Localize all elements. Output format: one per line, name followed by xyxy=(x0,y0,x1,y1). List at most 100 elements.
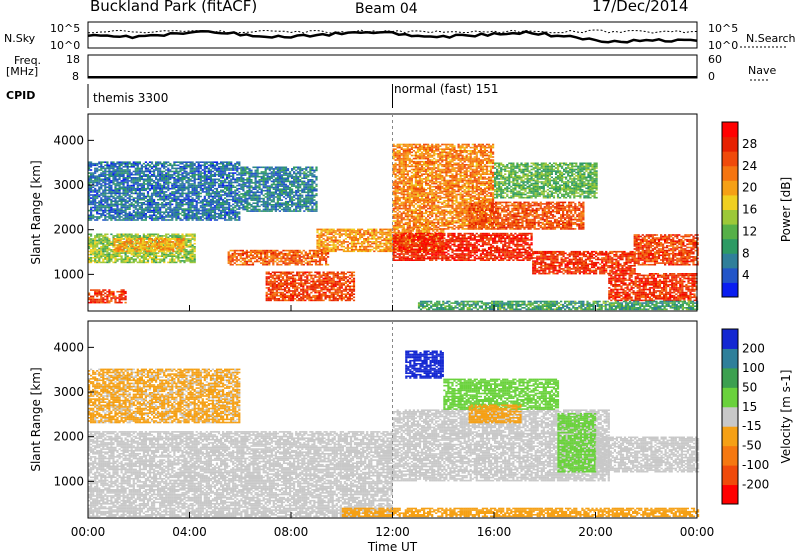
power-colorbar-step xyxy=(722,165,738,181)
power-colorbar-step xyxy=(722,238,738,254)
nsky-tick-low: 10^0 xyxy=(50,39,80,52)
nave-tick-low: 0 xyxy=(708,70,715,83)
nsky-panel xyxy=(87,21,786,49)
freq-label-1: Freq. xyxy=(14,54,41,67)
freq-panel xyxy=(87,54,770,81)
power-band-4 xyxy=(227,249,330,266)
velocity-colorbar-tick: 100 xyxy=(742,361,765,375)
power-ytick-label: 4000 xyxy=(53,133,84,147)
power-panel: 1000 2000 3000 4000 Slant Range [km] 4 8 12 16 20… xyxy=(29,113,793,312)
power-band-6 xyxy=(240,166,318,212)
header-beam: Beam 04 xyxy=(355,1,418,17)
velocity-band-8 xyxy=(595,436,700,473)
nsearch-tick-high: 10^5 xyxy=(708,22,738,35)
velocity-band-3 xyxy=(405,350,444,379)
velocity-band-6 xyxy=(468,404,522,424)
freq-label-2: [MHz] xyxy=(6,65,38,78)
nsky-line xyxy=(87,29,698,44)
power-ytick-label: 3000 xyxy=(53,178,84,192)
power-ytick-label: 1000 xyxy=(53,267,84,281)
velocity-band-5 xyxy=(557,413,597,473)
nsearch-label: N.Search xyxy=(746,32,796,45)
nsky-tick-high: 10^5 xyxy=(50,22,80,35)
header-date: 17/Dec/2014 xyxy=(592,0,688,15)
velocity-panel: 1000 2000 3000 4000 Slant Range [km] 200 100 50… xyxy=(29,320,793,519)
x-axis-label: Time UT xyxy=(367,540,418,554)
velocity-colorbar-step xyxy=(722,465,738,486)
velocity-band-1 xyxy=(88,368,241,424)
power-band-13 xyxy=(608,273,698,302)
velocity-colorbar-tick: 15 xyxy=(742,400,757,414)
velocity-colorbar-tick: 200 xyxy=(742,341,765,355)
power-colorbar-tick: 24 xyxy=(742,159,757,173)
power-colorbar-tick: 16 xyxy=(742,203,757,217)
power-colorbar-tick: 4 xyxy=(742,268,750,282)
x-tick-label: 00:00 xyxy=(71,525,106,539)
velocity-colorbar-step xyxy=(722,426,738,447)
velocity-ytick-label: 1000 xyxy=(53,474,84,488)
power-colorbar: 4 8 12 16 20 24 28 Power [dB] xyxy=(721,121,793,298)
velocity-colorbar-step xyxy=(722,329,738,349)
power-colorbar-tick: 28 xyxy=(742,137,757,151)
power-band-10 xyxy=(468,201,585,230)
power-colorbar-step xyxy=(722,151,738,167)
power-colorbar-step xyxy=(722,224,738,240)
power-colorbar-tick: 8 xyxy=(742,246,750,260)
velocity-band-0 xyxy=(88,431,393,518)
velocity-ytick-label: 2000 xyxy=(53,430,84,444)
power-colorbar-step xyxy=(722,180,738,196)
x-tick-label: 16:00 xyxy=(477,525,512,539)
nave-tick-high: 60 xyxy=(708,53,722,66)
power-colorbar-tick: 12 xyxy=(742,224,757,238)
velocity-ylabel: Slant Range [km] xyxy=(29,367,43,471)
power-colorbar-step xyxy=(722,136,738,152)
power-band-8 xyxy=(392,232,533,261)
header-station: Buckland Park (fitACF) xyxy=(90,0,257,15)
power-colorbar-label: Power [dB] xyxy=(779,177,793,242)
velocity-colorbar: 200 100 50 15 -15 -50 -100 -200 Velocity [m s-1] xyxy=(721,328,793,505)
power-band-15 xyxy=(417,300,699,311)
power-colorbar-step xyxy=(722,209,738,225)
x-tick-label: 12:00 xyxy=(375,525,410,539)
power-band-0 xyxy=(88,289,127,304)
x-tick-label: 00:00 xyxy=(680,525,715,539)
nsearch-tick-low: 10^0 xyxy=(708,39,738,52)
power-band-14 xyxy=(633,234,699,266)
x-tick-label: 08:00 xyxy=(274,525,309,539)
velocity-colorbar-step xyxy=(722,406,738,427)
velocity-colorbar-step xyxy=(722,387,738,408)
velocity-ytick-label: 3000 xyxy=(53,385,84,399)
velocity-colorbar-tick: -50 xyxy=(742,439,762,453)
power-colorbar-step xyxy=(722,267,738,283)
velocity-colorbar-tick: 50 xyxy=(742,380,757,394)
velocity-colorbar-label: Velocity [m s-1] xyxy=(779,370,793,464)
power-band-9 xyxy=(392,143,495,230)
x-tick-label: 20:00 xyxy=(578,525,613,539)
velocity-band-7 xyxy=(341,507,700,518)
velocity-colorbar-step xyxy=(722,484,738,505)
cpid-label: CPID xyxy=(6,89,35,102)
velocity-colorbar-tick: -15 xyxy=(742,419,762,433)
freq-tick-high: 18 xyxy=(66,53,80,66)
power-colorbar-tick: 20 xyxy=(742,181,757,195)
power-colorbar-step xyxy=(722,282,738,298)
freq-tick-low: 8 xyxy=(72,70,79,83)
power-band-12 xyxy=(532,250,636,275)
x-tick-label: 04:00 xyxy=(172,525,207,539)
power-colorbar-step xyxy=(722,253,738,269)
power-band-3 xyxy=(88,161,241,221)
velocity-colorbar-tick: -200 xyxy=(742,478,769,492)
cpid-panel xyxy=(87,84,393,108)
cpid-segment-themis: themis 3300 xyxy=(93,91,168,105)
velocity-colorbar-step xyxy=(722,348,738,369)
power-colorbar-step xyxy=(722,194,738,210)
power-band-5 xyxy=(265,271,356,302)
power-ytick-label: 2000 xyxy=(53,223,84,237)
velocity-colorbar-step xyxy=(722,445,738,466)
cpid-segment-normal: normal (fast) 151 xyxy=(394,82,498,96)
velocity-colorbar-tick: -100 xyxy=(742,458,769,472)
power-band-2 xyxy=(113,238,185,253)
nsearch-line xyxy=(88,29,698,34)
nsky-label: N.Sky xyxy=(4,32,35,45)
